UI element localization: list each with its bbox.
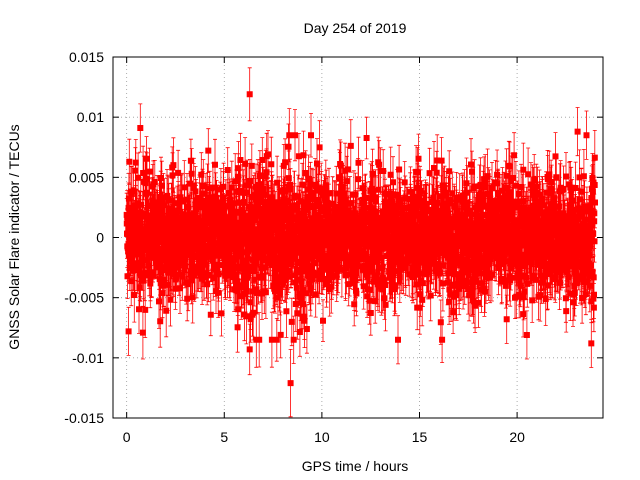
x-tick-label: 10 [314, 429, 330, 445]
x-tick-label: 5 [220, 429, 228, 445]
y-tick-label: 0.015 [69, 49, 104, 65]
y-tick-label: 0.01 [77, 109, 104, 125]
x-axis-label: GPS time / hours [302, 458, 409, 474]
y-tick-label: -0.005 [64, 290, 104, 306]
axis-ticks: 0 5 10 15 20 -0.015 -0.01 -0.005 0 0.005 0.01 0.015 [64, 49, 603, 445]
y-tick-label: 0.005 [69, 169, 104, 185]
chart-title: Day 254 of 2019 [304, 20, 407, 36]
data-points [123, 91, 598, 387]
x-tick-label: 15 [412, 429, 428, 445]
y-tick-label: -0.015 [64, 410, 104, 426]
data-series [123, 67, 598, 418]
y-tick-label: -0.01 [72, 350, 104, 366]
y-tick-label: 0 [96, 230, 104, 246]
y-axis-label: GNSS Solar Flare indicator / TECUs [6, 124, 22, 349]
x-tick-label: 0 [123, 429, 131, 445]
x-tick-label: 20 [509, 429, 525, 445]
